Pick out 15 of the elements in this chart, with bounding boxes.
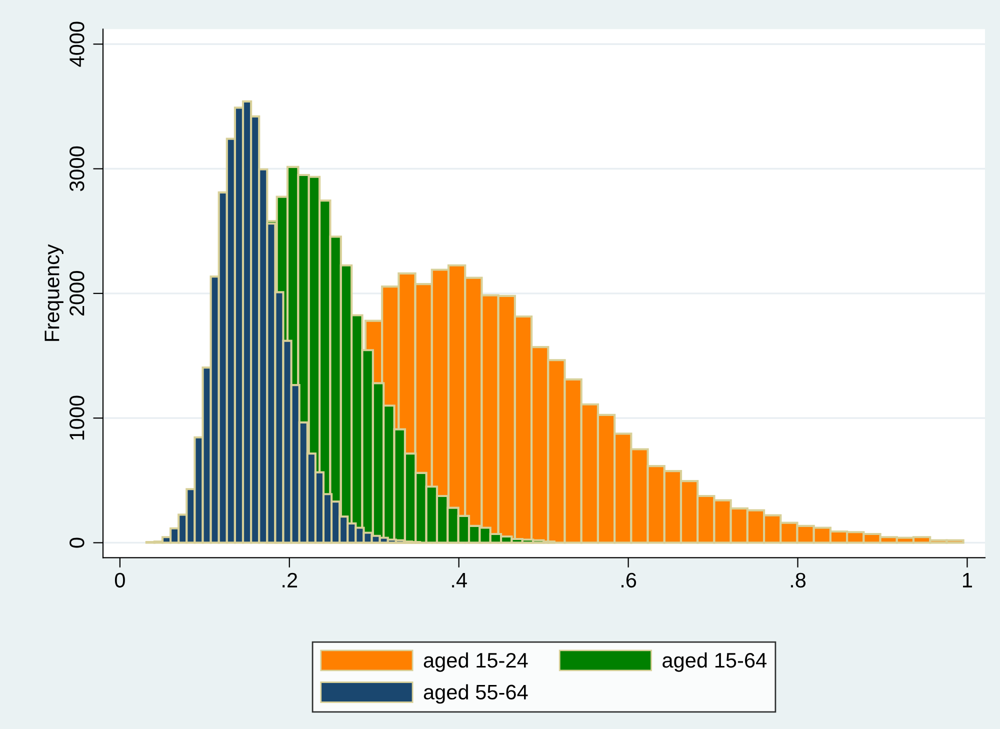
x-tick-label: 1 bbox=[963, 573, 972, 588]
x-tick-label: 0 bbox=[114, 572, 125, 588]
x-tick-label: .2 bbox=[282, 572, 298, 588]
y-tick-label: 3000 bbox=[70, 146, 84, 192]
y-axis-title: Frequency bbox=[44, 244, 64, 341]
y-tick-label: 1000 bbox=[70, 396, 84, 440]
x-tick-label: .8 bbox=[790, 572, 806, 588]
legend-label: aged 15-24 bbox=[424, 652, 528, 672]
legend-label: aged 15-64 bbox=[662, 652, 767, 672]
x-tick-label: .6 bbox=[622, 572, 636, 588]
y-tick-label: 2000 bbox=[70, 271, 84, 316]
x-tick-label: .4 bbox=[452, 573, 467, 588]
y-tick-label: 0 bbox=[70, 538, 84, 548]
legend-label: aged 55-64 bbox=[424, 684, 528, 704]
y-tick-label: 4000 bbox=[70, 22, 84, 67]
